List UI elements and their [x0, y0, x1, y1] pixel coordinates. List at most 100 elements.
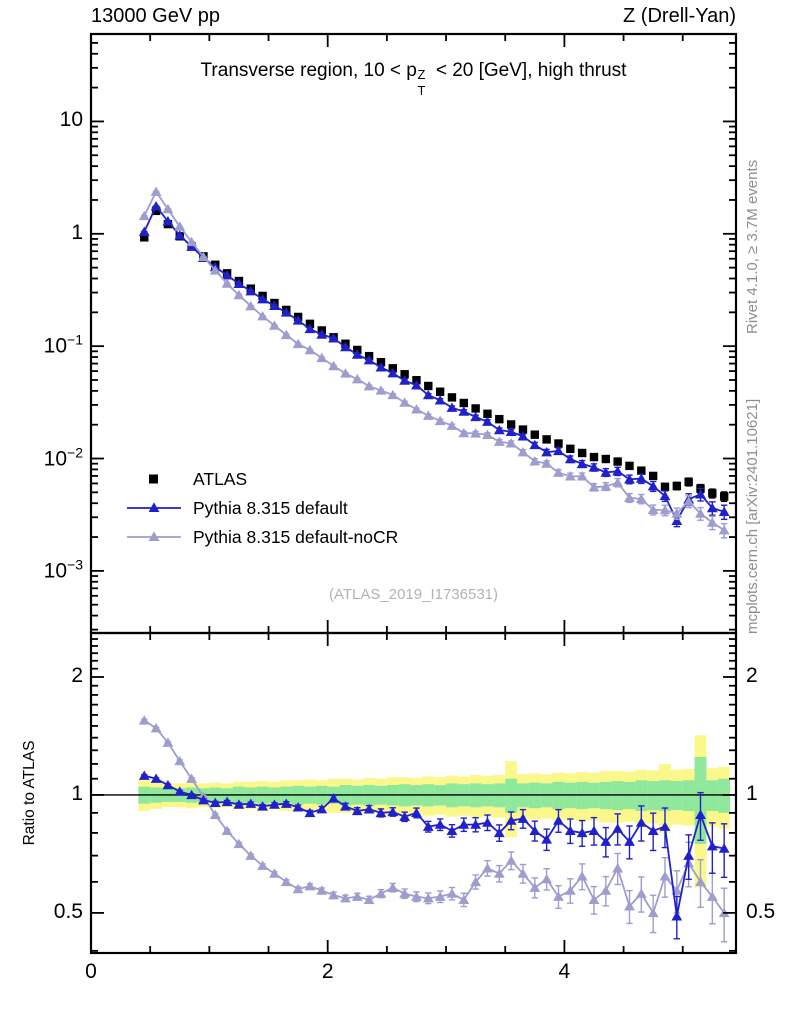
data-point-square — [435, 387, 445, 396]
data-point-triangle — [470, 428, 482, 438]
data-point-triangle — [387, 882, 399, 892]
data-point-triangle — [399, 375, 411, 385]
data-point-triangle — [493, 827, 505, 838]
data-point-triangle — [340, 341, 351, 352]
data-point-square — [459, 398, 468, 408]
data-point-triangle — [695, 876, 706, 887]
data-point-triangle — [671, 508, 683, 518]
data-point-triangle — [209, 265, 221, 275]
legend: ATLAS Pythia 8.315 default Pythia 8.315 … — [126, 468, 398, 548]
data-point-triangle — [174, 230, 186, 240]
data-point-square — [708, 489, 717, 498]
data-point-triangle — [221, 270, 233, 280]
ratio-y-tick-label-right: 1 — [746, 781, 758, 805]
ratio-y-tick-label: 2 — [71, 664, 83, 688]
data-point-triangle — [269, 300, 280, 310]
data-point-triangle — [245, 285, 257, 296]
data-point-triangle — [186, 773, 197, 783]
data-point-triangle — [328, 793, 340, 803]
data-point-triangle — [588, 462, 600, 472]
data-point-triangle — [624, 492, 635, 502]
main-panel-data — [138, 186, 730, 539]
data-point-triangle — [422, 389, 434, 400]
data-point-triangle — [162, 203, 174, 214]
rivet-version-note: Rivet 4.1.0, ≥ 3.7M events — [744, 159, 761, 334]
data-point-triangle — [328, 889, 340, 900]
data-point-square — [447, 393, 457, 402]
data-point-square — [648, 471, 658, 481]
data-point-triangle — [138, 770, 150, 780]
legend-label-pythia-default: Pythia 8.315 default — [193, 497, 348, 518]
data-point-square — [506, 420, 516, 429]
data-point-triangle — [647, 907, 659, 918]
triangle-line-marker-icon — [127, 502, 181, 512]
data-point-triangle — [671, 515, 683, 525]
data-point-square — [424, 381, 433, 391]
main-y-tick-label: 10−1 — [43, 331, 83, 358]
data-point-square — [613, 457, 622, 466]
data-point-square — [719, 492, 729, 501]
data-point-triangle — [553, 815, 564, 825]
data-point-triangle — [292, 883, 304, 894]
data-point-triangle — [612, 466, 624, 476]
data-point-triangle — [269, 799, 280, 809]
data-point-triangle — [647, 825, 659, 835]
uncertainty-band-inner — [635, 780, 648, 811]
panel-title-suffix: < 20 [GeV], high thrust — [430, 60, 627, 81]
data-point-triangle — [718, 525, 730, 535]
data-point-triangle — [446, 420, 458, 430]
data-point-triangle — [399, 811, 411, 821]
data-point-square — [589, 452, 599, 462]
data-point-triangle — [695, 508, 706, 518]
data-point-triangle — [564, 885, 576, 895]
data-point-triangle — [411, 404, 422, 414]
data-point-triangle — [541, 458, 553, 468]
data-point-triangle — [351, 891, 363, 901]
data-point-triangle — [257, 801, 269, 811]
data-point-triangle — [245, 798, 257, 808]
data-point-square — [577, 448, 587, 458]
data-point-triangle — [387, 389, 399, 400]
data-point-triangle — [198, 794, 209, 805]
ratio-axis-title: Ratio to ATLAS — [21, 740, 38, 846]
data-point-triangle — [209, 809, 221, 819]
data-point-triangle — [458, 427, 470, 438]
data-point-triangle — [683, 496, 695, 506]
data-point-triangle — [588, 481, 600, 492]
data-point-triangle — [446, 402, 458, 412]
pt-superscript: Z — [417, 66, 426, 82]
data-point-triangle — [576, 458, 588, 469]
uncertainty-band-inner — [659, 780, 671, 811]
data-point-triangle — [482, 817, 493, 827]
triangle-line-marker-icon — [127, 531, 181, 541]
data-point-triangle — [292, 338, 304, 349]
data-point-triangle — [316, 803, 328, 814]
legend-item-atlas: ATLAS — [126, 468, 398, 490]
data-point-square — [518, 425, 528, 434]
data-point-triangle — [422, 893, 434, 903]
data-point-triangle — [150, 773, 162, 783]
data-point-square — [542, 435, 551, 444]
analysis-id-watermark: (ATLAS_2019_I1736531) — [328, 586, 498, 603]
data-point-triangle — [150, 723, 162, 733]
data-point-triangle — [162, 737, 174, 747]
data-point-triangle — [553, 467, 564, 477]
data-point-triangle — [624, 836, 635, 846]
data-point-triangle — [304, 807, 316, 818]
data-point-triangle — [375, 888, 387, 898]
data-point-triangle — [517, 813, 529, 823]
data-point-square — [566, 444, 575, 454]
data-point-triangle — [269, 320, 280, 330]
data-point-triangle — [221, 825, 233, 835]
data-point-triangle — [458, 819, 470, 829]
data-point-triangle — [529, 439, 541, 450]
legend-item-pythia-default: Pythia 8.315 default — [126, 497, 398, 519]
data-point-triangle — [221, 796, 233, 807]
data-point-triangle — [411, 891, 422, 901]
data-point-triangle — [564, 471, 576, 481]
data-point-triangle — [162, 779, 174, 790]
data-point-triangle — [541, 873, 553, 884]
main-y-tick-label: 10 — [59, 108, 83, 132]
data-point-triangle — [233, 838, 245, 849]
data-point-square — [637, 466, 646, 475]
